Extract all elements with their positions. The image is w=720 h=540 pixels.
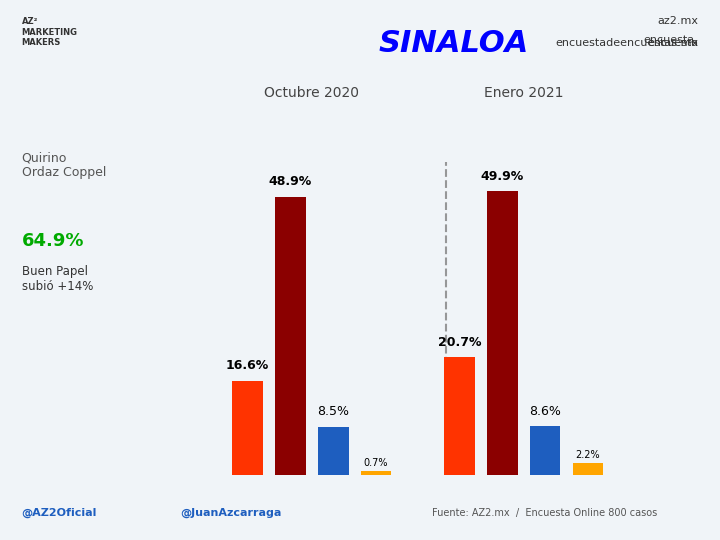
Bar: [487, 191, 518, 475]
Text: AZ²
MARKETING
MAKERS: AZ² MARKETING MAKERS: [22, 17, 78, 48]
Text: 0.7%: 0.7%: [364, 458, 388, 468]
Bar: [530, 426, 560, 475]
Bar: [444, 357, 474, 475]
Bar: [530, 487, 560, 521]
Text: 8.5%: 8.5%: [318, 405, 349, 418]
Bar: [572, 463, 603, 475]
Bar: [487, 487, 518, 521]
Text: 8.6%: 8.6%: [529, 404, 561, 417]
Bar: [361, 487, 392, 521]
Bar: [318, 427, 348, 475]
Bar: [275, 197, 306, 475]
Text: SINALOA: SINALOA: [379, 29, 528, 58]
Text: 49.9%: 49.9%: [481, 170, 524, 183]
Text: az2.mx: az2.mx: [657, 16, 698, 26]
Text: @AZ2Oficial: @AZ2Oficial: [22, 508, 97, 518]
Text: encuesta: encuesta: [647, 38, 698, 48]
Text: encuesta: encuesta: [644, 35, 695, 45]
Bar: [572, 487, 603, 521]
Text: encuestadeencuestas.mx: encuestadeencuestas.mx: [555, 38, 698, 48]
Text: 64.9%: 64.9%: [22, 232, 84, 250]
Text: Octubre 2020: Octubre 2020: [264, 86, 359, 100]
Text: 20.7%: 20.7%: [438, 336, 481, 349]
Text: 16.6%: 16.6%: [226, 359, 269, 372]
Text: Enero 2021: Enero 2021: [484, 86, 564, 100]
Text: Quirino
Ordaz Coppel: Quirino Ordaz Coppel: [22, 151, 106, 179]
Text: Buen Papel
subió +14%: Buen Papel subió +14%: [22, 265, 93, 293]
Bar: [233, 381, 263, 475]
Text: 2.2%: 2.2%: [575, 450, 600, 460]
Text: Fuente: AZ2.mx  /  Encuesta Online 800 casos: Fuente: AZ2.mx / Encuesta Online 800 cas…: [432, 508, 657, 518]
Bar: [318, 487, 348, 521]
Bar: [275, 487, 306, 521]
Bar: [233, 487, 263, 521]
Text: 48.9%: 48.9%: [269, 175, 312, 188]
Bar: [361, 471, 392, 475]
Text: @JuanAzcarraga: @JuanAzcarraga: [180, 508, 282, 518]
Bar: [444, 487, 474, 521]
